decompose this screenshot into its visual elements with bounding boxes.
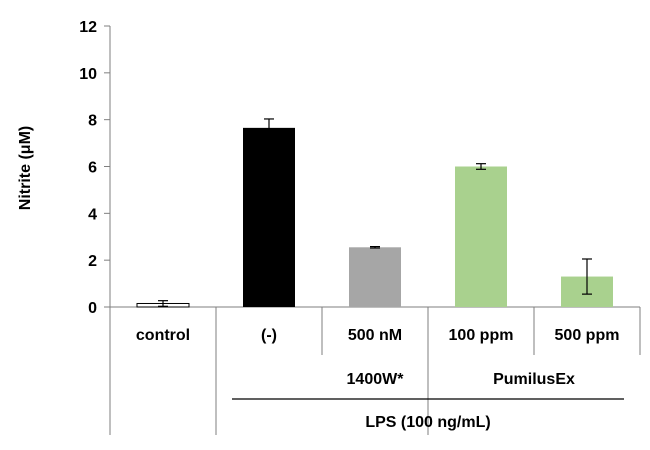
category-label: control	[136, 327, 190, 344]
outer-group-label: LPS (100 ng/mL)	[365, 414, 490, 431]
group-label: 1400W*	[347, 371, 405, 388]
bar-2	[349, 247, 401, 307]
y-tick-label: 6	[88, 160, 97, 177]
category-label: 100 ppm	[449, 327, 514, 344]
bar-3	[455, 166, 507, 307]
group-label: PumilusEx	[493, 371, 575, 388]
y-tick-label: 4	[88, 206, 97, 223]
y-tick-label: 10	[79, 66, 97, 83]
y-tick-label: 8	[88, 113, 97, 130]
plot-area: 0 2 4 6 8 10 12 control (-) 500 nM 100 ppm 500 ppm 1…	[79, 19, 641, 435]
y-tick-label: 12	[79, 19, 97, 36]
bar-1	[243, 127, 295, 307]
y-tick-label: 2	[88, 253, 97, 270]
y-axis-label: Nitrite (μM)	[17, 126, 34, 210]
category-label: 500 ppm	[555, 327, 620, 344]
category-label: 500 nM	[348, 327, 402, 344]
y-tick-label: 0	[88, 300, 97, 317]
category-label: (-)	[261, 327, 277, 344]
